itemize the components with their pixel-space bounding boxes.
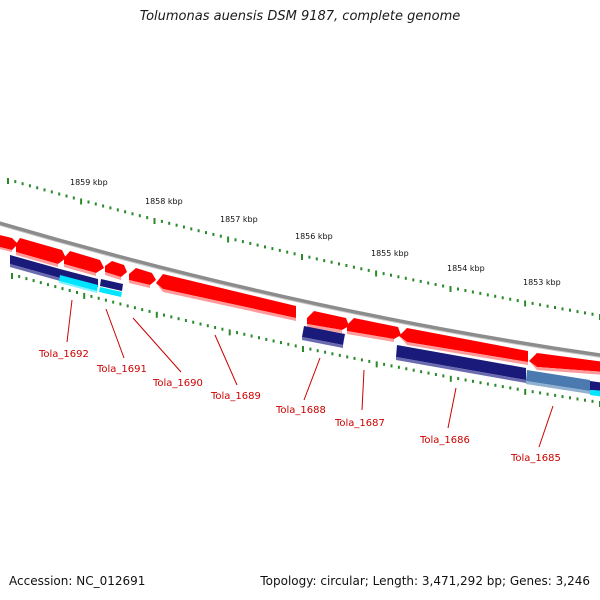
gene-label-leaders [66,299,554,448]
gene-label-tola-1685[interactable]: Tola_1685 [510,453,561,464]
gene-reverse-1684[interactable] [590,381,600,391]
gene-label-tola-1687[interactable]: Tola_1687 [334,418,385,429]
gene-forward-1690a[interactable] [105,261,127,277]
gene-reverse-1688[interactable] [302,326,345,345]
gene-forward-1688[interactable] [307,311,349,330]
gene-label-tola-1686[interactable]: Tola_1686 [419,435,470,446]
cds-1691[interactable] [99,287,122,297]
leader-1690 [132,317,182,373]
scale-label-1859: 1859 kbp [70,178,108,187]
leader-1691 [105,308,125,359]
genome-backbone [0,221,600,358]
leader-1685 [538,405,554,448]
gene-forward-1690[interactable] [129,268,156,285]
gene-forward-0[interactable] [0,234,18,250]
gene-label-tola-1690[interactable]: Tola_1690 [152,378,203,389]
leader-1692 [66,299,73,343]
scale-label-1853: 1853 kbp [523,278,561,287]
map-title: Tolumonas auensis DSM 9187, complete gen… [139,9,461,24]
gene-label-tola-1692[interactable]: Tola_1692 [38,349,89,360]
gene-reverse-1685[interactable] [526,370,590,391]
scale-label-1857: 1857 kbp [220,215,258,224]
gene-forward-1685[interactable] [529,353,600,372]
genome-summary-text: Topology: circular; Length: 3,471,292 bp… [260,574,590,588]
genome-backbone-highlight [0,224,600,358]
gene-label-tola-1689[interactable]: Tola_1689 [210,391,261,402]
gene-labels: Tola_1692 Tola_1691 Tola_1690 Tola_1689 … [38,349,561,464]
inner-scale-ticks [11,273,600,407]
leader-1687 [361,369,365,411]
gene-forward-1689[interactable] [156,274,296,318]
leader-1686 [447,387,457,429]
leader-1689 [214,334,238,386]
reverse-strand-genes [10,255,600,397]
scale-label-1856: 1856 kbp [295,232,333,241]
gene-forward-1686[interactable] [399,328,528,362]
cds-features [59,275,122,297]
gene-reverse-1686[interactable] [396,345,526,380]
accession-text: Accession: NC_012691 [9,574,146,588]
gene-label-tola-1688[interactable]: Tola_1688 [275,405,326,416]
cds-1692[interactable] [59,275,98,291]
scale-label-1858: 1858 kbp [145,197,183,206]
scale-label-1854: 1854 kbp [447,264,485,273]
scale-labels: 1859 kbp 1858 kbp 1857 kbp 1856 kbp 1855… [70,178,561,287]
leader-1688 [303,357,321,401]
gene-label-tola-1691[interactable]: Tola_1691 [96,364,147,375]
gene-forward-1687[interactable] [347,318,401,339]
outer-scale-ticks [7,178,600,320]
gene-forward-1691[interactable] [64,251,104,273]
scale-label-1855: 1855 kbp [371,249,409,258]
gene-reverse-1692[interactable] [10,255,60,278]
forward-strand-genes [0,234,600,375]
gene-reverse-1691[interactable] [100,279,123,291]
gene-forward-1692[interactable] [16,238,66,264]
